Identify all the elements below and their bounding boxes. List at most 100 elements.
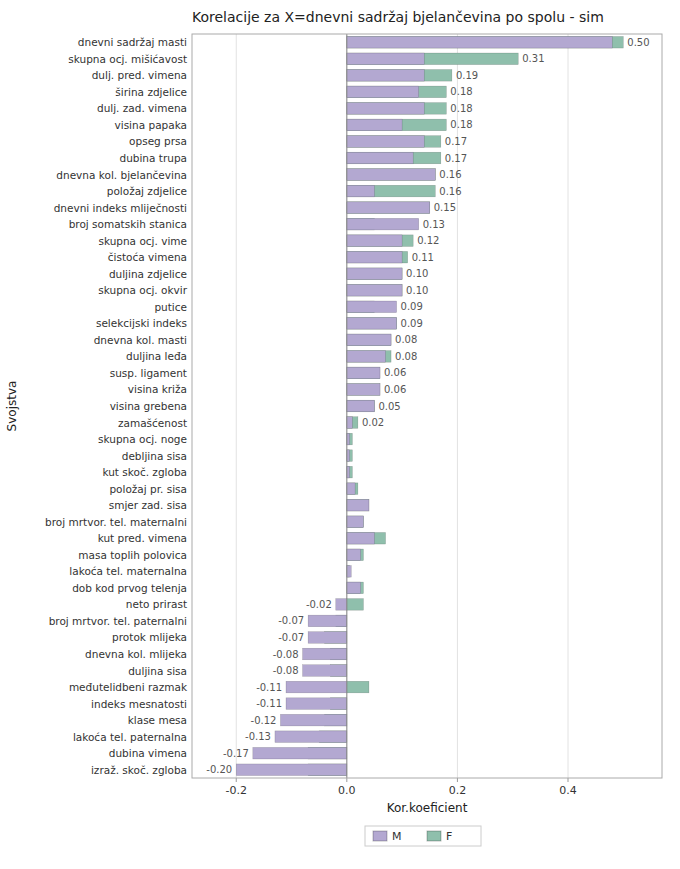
bar — [303, 648, 347, 660]
bar — [347, 466, 353, 478]
data-label: 0.13 — [423, 219, 445, 230]
data-label: -0.08 — [273, 665, 299, 676]
data-label: -0.07 — [278, 632, 304, 643]
bar — [347, 516, 364, 528]
category-label: dubina trupa — [119, 152, 187, 164]
data-label: 0.09 — [401, 301, 423, 312]
category-label: neto prirast — [126, 598, 187, 610]
data-label: 0.17 — [445, 153, 467, 164]
category-label: putice — [154, 301, 187, 313]
bar — [347, 268, 402, 280]
bar — [347, 202, 430, 214]
data-label: 0.18 — [450, 119, 472, 130]
title: Korelacije za X=dnevni sadržaj bjelančev… — [192, 9, 604, 25]
bar — [347, 599, 364, 611]
category-label: visina križa — [128, 383, 187, 395]
category-label: kut pred. vimena — [98, 532, 187, 544]
data-label: -0.12 — [251, 715, 277, 726]
bar — [347, 185, 375, 197]
bar — [347, 351, 391, 363]
bar — [286, 681, 347, 693]
data-label: 0.05 — [378, 401, 400, 412]
bar — [347, 483, 355, 495]
data-label: 0.15 — [434, 202, 456, 213]
category-label: skupna ocj. noge — [98, 433, 187, 445]
category-label: dob kod prvog telenja — [72, 582, 187, 594]
bar — [347, 499, 369, 511]
bar — [347, 70, 452, 82]
grid-line — [236, 34, 237, 778]
bar — [347, 86, 447, 98]
data-label: 0.11 — [412, 252, 434, 263]
bars — [236, 36, 623, 775]
bar — [236, 764, 347, 776]
tick-label: 0.2 — [449, 784, 467, 797]
bar — [347, 218, 419, 230]
bar — [347, 532, 386, 544]
category-label: čistoća vimena — [108, 251, 187, 263]
tick-label: -0.2 — [226, 784, 247, 797]
data-label: -0.11 — [256, 698, 282, 709]
data-label: 0.12 — [417, 235, 439, 246]
category-label: kut skoč. zgloba — [102, 466, 187, 478]
bar — [347, 417, 358, 429]
bar — [347, 566, 351, 578]
bar — [347, 53, 518, 65]
category-label: dulj. zad. vimena — [97, 102, 187, 114]
category-label: susp. ligament — [110, 367, 187, 379]
bar — [347, 433, 353, 445]
category-label: dnevna kol. bjelančevina — [56, 169, 187, 181]
data-label: 0.17 — [445, 136, 467, 147]
bar — [347, 351, 386, 363]
category-label: visina papaka — [115, 119, 187, 131]
data-label: 0.16 — [439, 186, 461, 197]
category-label: duljina leđa — [126, 350, 187, 362]
bar — [347, 318, 397, 330]
bar — [347, 169, 435, 181]
tick-mark — [457, 778, 458, 782]
category-label: smjer zad. sisa — [109, 499, 187, 511]
data-label: -0.07 — [278, 615, 304, 626]
category-label: međutelidbeni razmak — [69, 681, 188, 693]
legend-swatch — [427, 831, 441, 841]
data-label: 0.08 — [395, 351, 417, 362]
category-label: zamašćenost — [118, 417, 187, 429]
tick-label: 0.4 — [559, 784, 577, 797]
bar — [347, 499, 369, 511]
bar — [347, 70, 424, 82]
category-label: skupna ocj. okvir — [98, 284, 187, 296]
data-label: 0.08 — [395, 334, 417, 345]
category-label: debljina sisa — [122, 450, 187, 462]
bar — [308, 615, 347, 627]
category-label: položaj pr. sisa — [109, 483, 187, 495]
bar — [347, 251, 402, 263]
bar — [347, 235, 413, 247]
y-ticks: dnevni sadržaj mastiskupna ocj. mišićavo… — [45, 36, 188, 775]
bar — [303, 665, 347, 677]
category-label: dubina vimena — [109, 747, 187, 759]
legend-label: M — [392, 830, 402, 843]
bar — [347, 367, 380, 379]
bar — [347, 582, 361, 594]
tick-label: 0.0 — [338, 784, 356, 797]
bar — [347, 136, 424, 148]
data-label: -0.11 — [256, 682, 282, 693]
bar — [347, 268, 402, 280]
bar — [308, 632, 347, 644]
data-label: 0.09 — [401, 318, 423, 329]
bar — [347, 136, 441, 148]
category-label: klase mesa — [128, 714, 187, 726]
bar — [347, 119, 447, 131]
grid — [236, 34, 568, 778]
data-label: -0.13 — [245, 731, 271, 742]
category-label: lakoća tel. paternalna — [73, 731, 187, 743]
data-label: 0.06 — [384, 367, 406, 378]
category-label: dulj. pred. vimena — [92, 69, 187, 81]
bar — [347, 119, 402, 131]
bar — [347, 318, 397, 330]
category-label: duljina sisa — [128, 665, 187, 677]
data-label: 0.31 — [522, 53, 544, 64]
bar — [347, 235, 402, 247]
bar — [347, 417, 353, 429]
category-label: indeks mesnatosti — [91, 698, 187, 710]
